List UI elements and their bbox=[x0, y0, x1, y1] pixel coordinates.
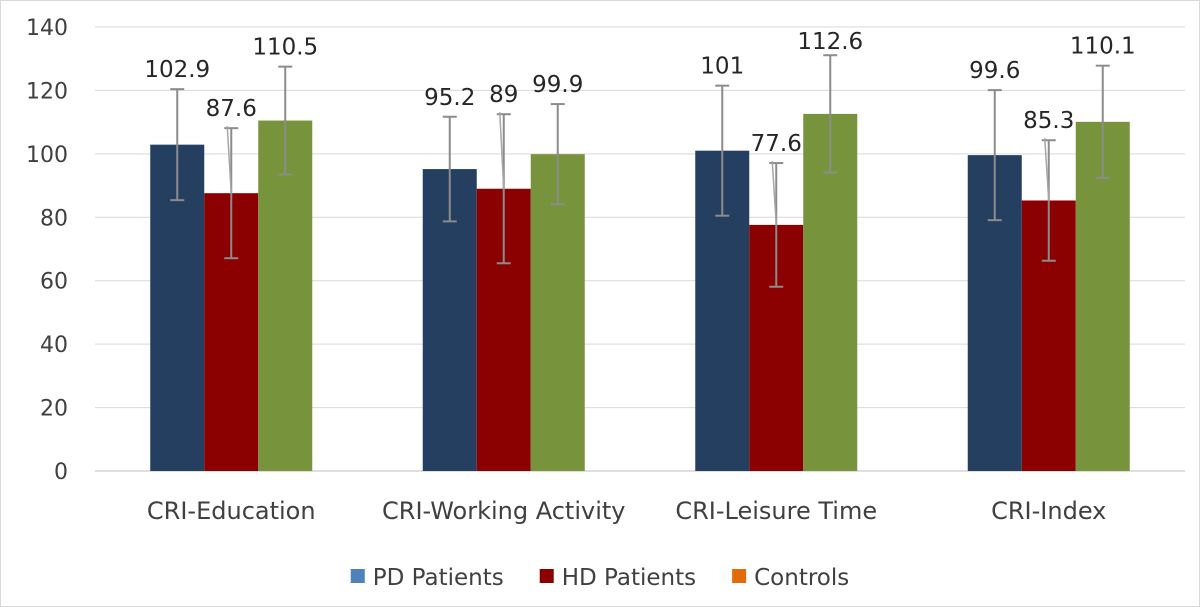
data-label: 95.2 bbox=[424, 85, 475, 111]
y-tick-label: 80 bbox=[40, 206, 68, 231]
y-tick-label: 0 bbox=[54, 460, 68, 485]
data-label: 110.1 bbox=[1070, 34, 1136, 60]
legend-swatch bbox=[539, 569, 554, 583]
data-label: 102.9 bbox=[144, 57, 210, 83]
y-tick-label: 60 bbox=[40, 270, 68, 295]
bar bbox=[1075, 121, 1130, 471]
data-label: 77.6 bbox=[751, 131, 802, 157]
label-leader-line bbox=[771, 161, 777, 225]
legend-swatch bbox=[732, 569, 747, 583]
legend-label: PD Patients bbox=[373, 565, 504, 591]
error-bars bbox=[170, 54, 1110, 288]
data-label: 85.3 bbox=[1023, 108, 1074, 134]
data-label: 87.6 bbox=[206, 96, 257, 122]
category-label: CRI-Education bbox=[147, 497, 316, 525]
category-label: CRI-Index bbox=[991, 497, 1106, 525]
legend-label: HD Patients bbox=[562, 565, 696, 591]
bars bbox=[150, 113, 1130, 472]
data-label: 101 bbox=[700, 54, 744, 80]
category-label: CRI-Working Activity bbox=[382, 497, 625, 525]
legend-swatch bbox=[350, 569, 365, 583]
y-tick-label: 120 bbox=[26, 79, 68, 104]
x-axis-categories: CRI-Education CRI-Working Activity CRI-Lei… bbox=[147, 497, 1106, 525]
y-tick-label: 140 bbox=[26, 16, 68, 41]
data-label: 112.6 bbox=[797, 29, 863, 55]
label-leader-line bbox=[1044, 138, 1050, 201]
category-label: CRI-Leisure Time bbox=[675, 497, 877, 525]
y-tick-label: 20 bbox=[40, 397, 68, 422]
y-tick-label: 40 bbox=[40, 333, 68, 358]
y-tick-label: 100 bbox=[26, 143, 68, 168]
data-label: 99.9 bbox=[532, 72, 583, 98]
bar bbox=[530, 154, 585, 471]
bar bbox=[258, 120, 313, 472]
legend: PD Patients HD Patients Controls bbox=[350, 565, 849, 591]
data-label: 110.5 bbox=[252, 35, 318, 61]
data-label: 89 bbox=[489, 82, 518, 108]
data-labels: 102.9 87.6 110.5 95.2 89 99.9 101 77.6 112.6 99.6… bbox=[144, 29, 1135, 157]
legend-label: Controls bbox=[754, 565, 849, 591]
y-axis-ticks: 0 20 40 60 80 100 120 140 bbox=[26, 16, 68, 485]
label-leader-line bbox=[226, 126, 232, 194]
label-leaders bbox=[226, 112, 1050, 225]
label-leader-line bbox=[499, 112, 505, 189]
data-label: 99.6 bbox=[969, 58, 1020, 84]
